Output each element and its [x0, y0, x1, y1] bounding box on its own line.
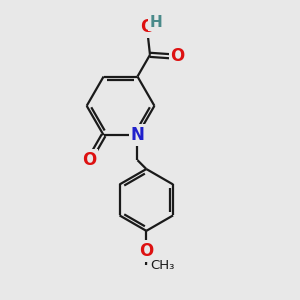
- Text: O: O: [139, 242, 153, 260]
- Text: H: H: [149, 15, 162, 30]
- Text: O: O: [140, 18, 155, 36]
- Text: O: O: [82, 151, 97, 169]
- Text: CH₃: CH₃: [150, 259, 175, 272]
- Text: N: N: [130, 126, 144, 144]
- Text: O: O: [171, 47, 185, 65]
